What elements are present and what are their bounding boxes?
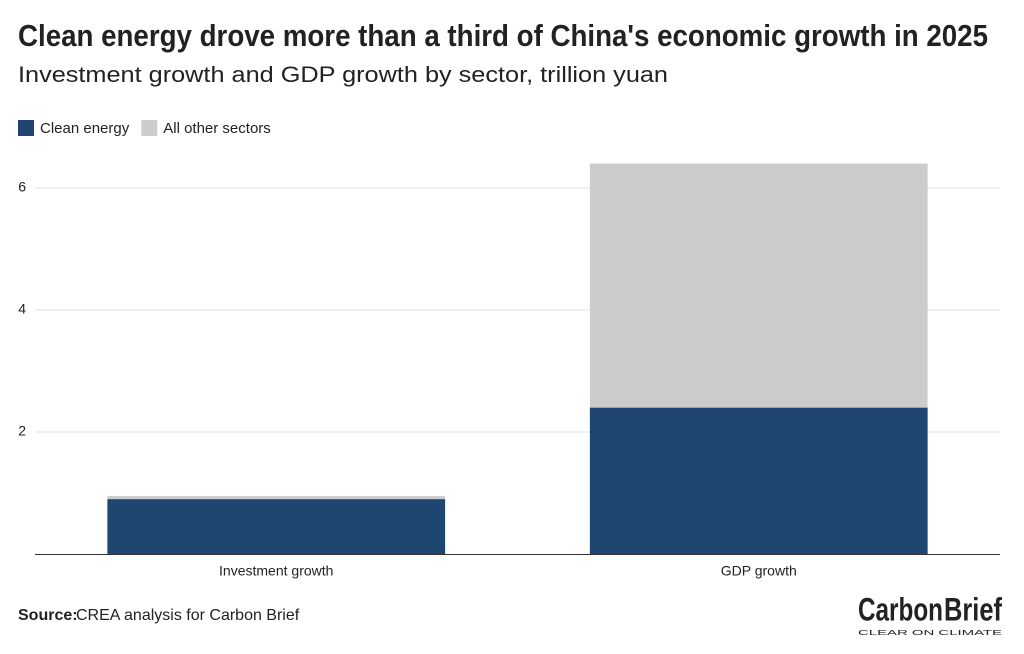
y-tick-label: 4 xyxy=(18,301,26,317)
x-tick-label: Investment growth xyxy=(219,563,333,579)
bar-segment xyxy=(107,496,446,500)
bar-segment xyxy=(589,163,928,408)
legend-swatch xyxy=(141,120,158,136)
bar-segment xyxy=(589,407,928,554)
legend-label: All other sectors xyxy=(163,120,271,137)
logo-carbon: Carbon xyxy=(858,591,943,627)
source: CREA analysis for Carbon Brief xyxy=(76,607,300,624)
source-label: Source: xyxy=(18,607,78,624)
y-tick-label: 2 xyxy=(18,423,26,439)
logo-brief: Brief xyxy=(944,591,1002,627)
logo-tagline: CLEAR ON CLIMATE xyxy=(858,630,1003,637)
bar-segment xyxy=(107,499,446,554)
legend-label: Clean energy xyxy=(40,120,130,137)
legend-swatch xyxy=(18,120,34,136)
chart-title: Clean energy drove more than a third of … xyxy=(18,18,988,53)
x-tick-label: GDP growth xyxy=(721,563,797,579)
y-tick-label: 6 xyxy=(18,179,26,195)
chart-subtitle: Investment growth and GDP growth by sect… xyxy=(18,62,668,87)
